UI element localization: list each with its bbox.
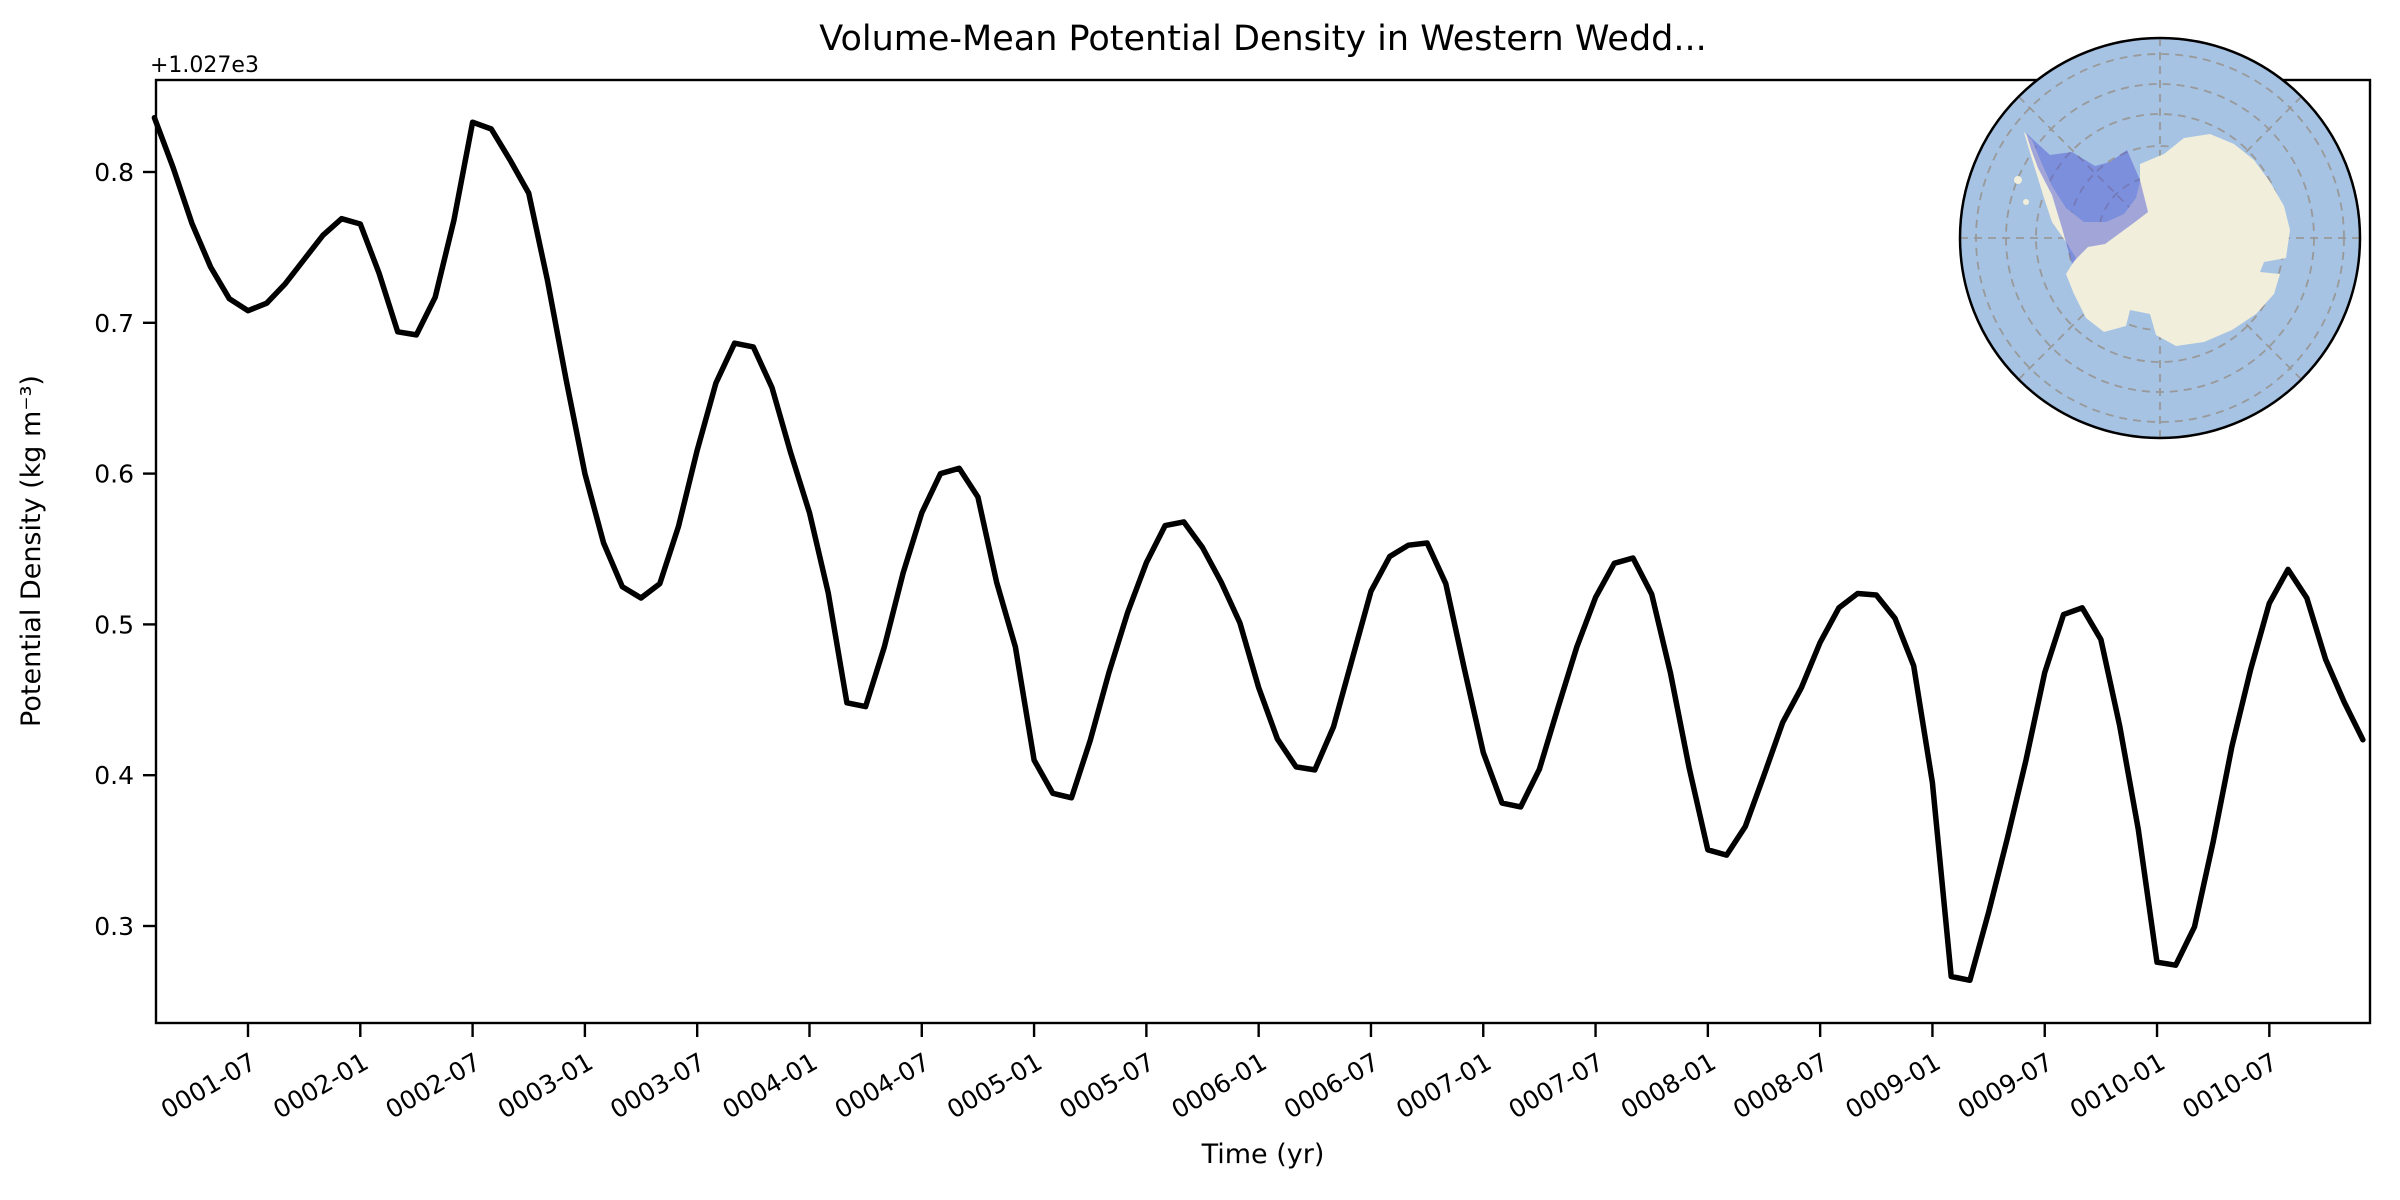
y-tick-label: 0.8 <box>94 158 134 187</box>
y-tick-label: 0.4 <box>94 761 134 790</box>
map-outline-circle <box>1958 36 2362 440</box>
y-axis-label: Potential Density (kg m⁻³) <box>16 375 47 727</box>
y-tick-label: 0.5 <box>94 610 134 639</box>
map-antarctica-landmass <box>2024 132 2290 346</box>
map-island <box>2023 199 2029 205</box>
chart-title: Volume-Mean Potential Density in Western… <box>819 19 1707 59</box>
y-tick-label: 0.7 <box>94 309 134 338</box>
axes-frame <box>154 78 2372 1025</box>
y-axis-offset-label: +1.027e3 <box>150 53 259 78</box>
map-island <box>2014 176 2022 184</box>
x-axis-label: Time (yr) <box>1201 1139 1325 1170</box>
antarctica-inset-map <box>1958 36 2362 440</box>
density-timeseries-line <box>151 114 2366 984</box>
potential-density-series <box>151 114 2366 984</box>
y-tick-label: 0.6 <box>94 460 134 489</box>
y-tick-label: 0.3 <box>94 912 134 941</box>
map-region-highlight-western-weddell <box>2026 133 2148 264</box>
y-axis: 0.8 0.7 0.6 0.5 0.4 0.3 <box>94 158 156 941</box>
